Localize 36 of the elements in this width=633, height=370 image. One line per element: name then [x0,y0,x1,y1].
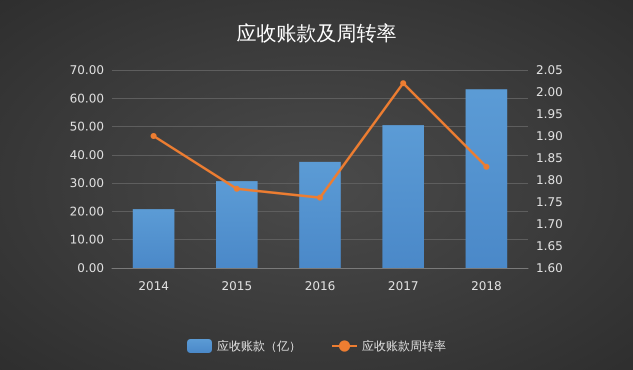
y-tick-label: 70.00 [70,63,104,77]
chart-title: 应收账款及周转率 [236,21,396,45]
y2-tick-label: 2.00 [536,85,563,99]
legend-label: 应收账款（亿） [217,339,301,353]
bar [216,181,258,268]
y2-tick-label: 1.95 [536,107,563,121]
y2-tick-label: 1.85 [536,151,563,165]
bar [466,89,508,268]
x-tick-label: 2015 [222,279,252,293]
point [400,80,406,86]
bar [299,162,341,268]
y2-tick-label: 2.05 [536,63,563,77]
point [234,186,240,192]
y2-tick-label: 1.75 [536,195,563,209]
y-tick-label: 10.00 [70,232,104,247]
point [150,133,157,139]
y-tick-label: 40.00 [70,148,104,162]
y-tick-label: 20.00 [70,204,104,218]
point [483,164,490,170]
y2-tick-label: 1.70 [536,217,563,231]
bar [132,209,174,268]
y2-tick-label: 1.60 [536,261,563,275]
legend-label: 应收账款周转率 [362,339,446,353]
y-tick-label: 0.00 [77,261,104,275]
y-tick-label: 60.00 [70,91,104,106]
bar [382,125,424,268]
x-tick-label: 2016 [304,279,336,293]
y2-tick-label: 1.65 [536,239,563,253]
y-tick-label: 30.00 [70,176,104,190]
y2-tick-label: 1.80 [536,173,563,187]
y-tick-label: 50.00 [70,120,104,134]
y2-tick-label: 1.90 [536,129,563,143]
x-tick-label: 2017 [388,279,418,293]
point [317,194,323,201]
x-tick-label: 2014 [138,279,169,293]
x-tick-label: 2018 [471,279,502,293]
